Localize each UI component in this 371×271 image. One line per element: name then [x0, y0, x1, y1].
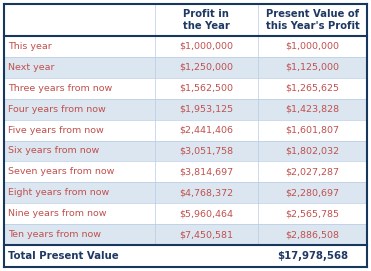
Text: Three years from now: Three years from now: [8, 84, 112, 93]
Text: Ten years from now: Ten years from now: [8, 230, 101, 239]
Bar: [4, 203, 155, 224]
Text: Eight years from now: Eight years from now: [8, 188, 109, 197]
Bar: [258, 36, 367, 57]
Text: $2,441,406: $2,441,406: [179, 125, 233, 134]
Text: $1,125,000: $1,125,000: [286, 63, 339, 72]
Bar: [155, 182, 258, 203]
Bar: [258, 245, 367, 267]
Text: $1,601,807: $1,601,807: [286, 125, 339, 134]
Bar: [155, 245, 258, 267]
Bar: [155, 224, 258, 245]
Bar: [4, 4, 155, 36]
Bar: [258, 57, 367, 78]
Text: $1,265,625: $1,265,625: [286, 84, 339, 93]
Text: Total Present Value: Total Present Value: [8, 251, 119, 261]
Text: $1,000,000: $1,000,000: [179, 42, 233, 51]
Bar: [4, 182, 155, 203]
Bar: [155, 120, 258, 140]
Text: $7,450,581: $7,450,581: [179, 230, 233, 239]
Text: $1,250,000: $1,250,000: [179, 63, 233, 72]
Bar: [258, 140, 367, 162]
Text: $2,027,287: $2,027,287: [286, 167, 339, 176]
Bar: [258, 78, 367, 99]
Bar: [4, 57, 155, 78]
Bar: [258, 120, 367, 140]
Bar: [258, 162, 367, 182]
Text: Five years from now: Five years from now: [8, 125, 104, 134]
Text: Six years from now: Six years from now: [8, 146, 99, 156]
Bar: [155, 140, 258, 162]
Bar: [4, 99, 155, 120]
Bar: [258, 99, 367, 120]
Bar: [155, 162, 258, 182]
Text: $1,000,000: $1,000,000: [286, 42, 339, 51]
Bar: [4, 36, 155, 57]
Text: Four years from now: Four years from now: [8, 105, 106, 114]
Text: Profit in
the Year: Profit in the Year: [183, 9, 230, 31]
Bar: [4, 140, 155, 162]
Text: $1,802,032: $1,802,032: [286, 146, 339, 156]
Bar: [155, 99, 258, 120]
Text: Nine years from now: Nine years from now: [8, 209, 106, 218]
Bar: [4, 120, 155, 140]
Text: Next year: Next year: [8, 63, 55, 72]
Text: $5,960,464: $5,960,464: [179, 209, 233, 218]
Text: Present Value of
this Year's Profit: Present Value of this Year's Profit: [266, 9, 359, 31]
Bar: [258, 182, 367, 203]
Text: $2,565,785: $2,565,785: [286, 209, 339, 218]
Bar: [4, 245, 155, 267]
Text: $2,280,697: $2,280,697: [286, 188, 339, 197]
Bar: [258, 203, 367, 224]
Text: $1,423,828: $1,423,828: [286, 105, 339, 114]
Bar: [155, 4, 258, 36]
Bar: [4, 224, 155, 245]
Bar: [155, 203, 258, 224]
Bar: [155, 57, 258, 78]
Text: $17,978,568: $17,978,568: [277, 251, 348, 261]
Bar: [155, 78, 258, 99]
Text: $1,953,125: $1,953,125: [179, 105, 233, 114]
Text: $4,768,372: $4,768,372: [179, 188, 233, 197]
Bar: [258, 224, 367, 245]
Bar: [4, 78, 155, 99]
Text: $3,051,758: $3,051,758: [179, 146, 233, 156]
Bar: [258, 4, 367, 36]
Text: Seven years from now: Seven years from now: [8, 167, 114, 176]
Text: $1,562,500: $1,562,500: [179, 84, 233, 93]
Text: $3,814,697: $3,814,697: [179, 167, 233, 176]
Text: $2,886,508: $2,886,508: [286, 230, 339, 239]
Bar: [4, 162, 155, 182]
Text: This year: This year: [8, 42, 52, 51]
Bar: [155, 36, 258, 57]
